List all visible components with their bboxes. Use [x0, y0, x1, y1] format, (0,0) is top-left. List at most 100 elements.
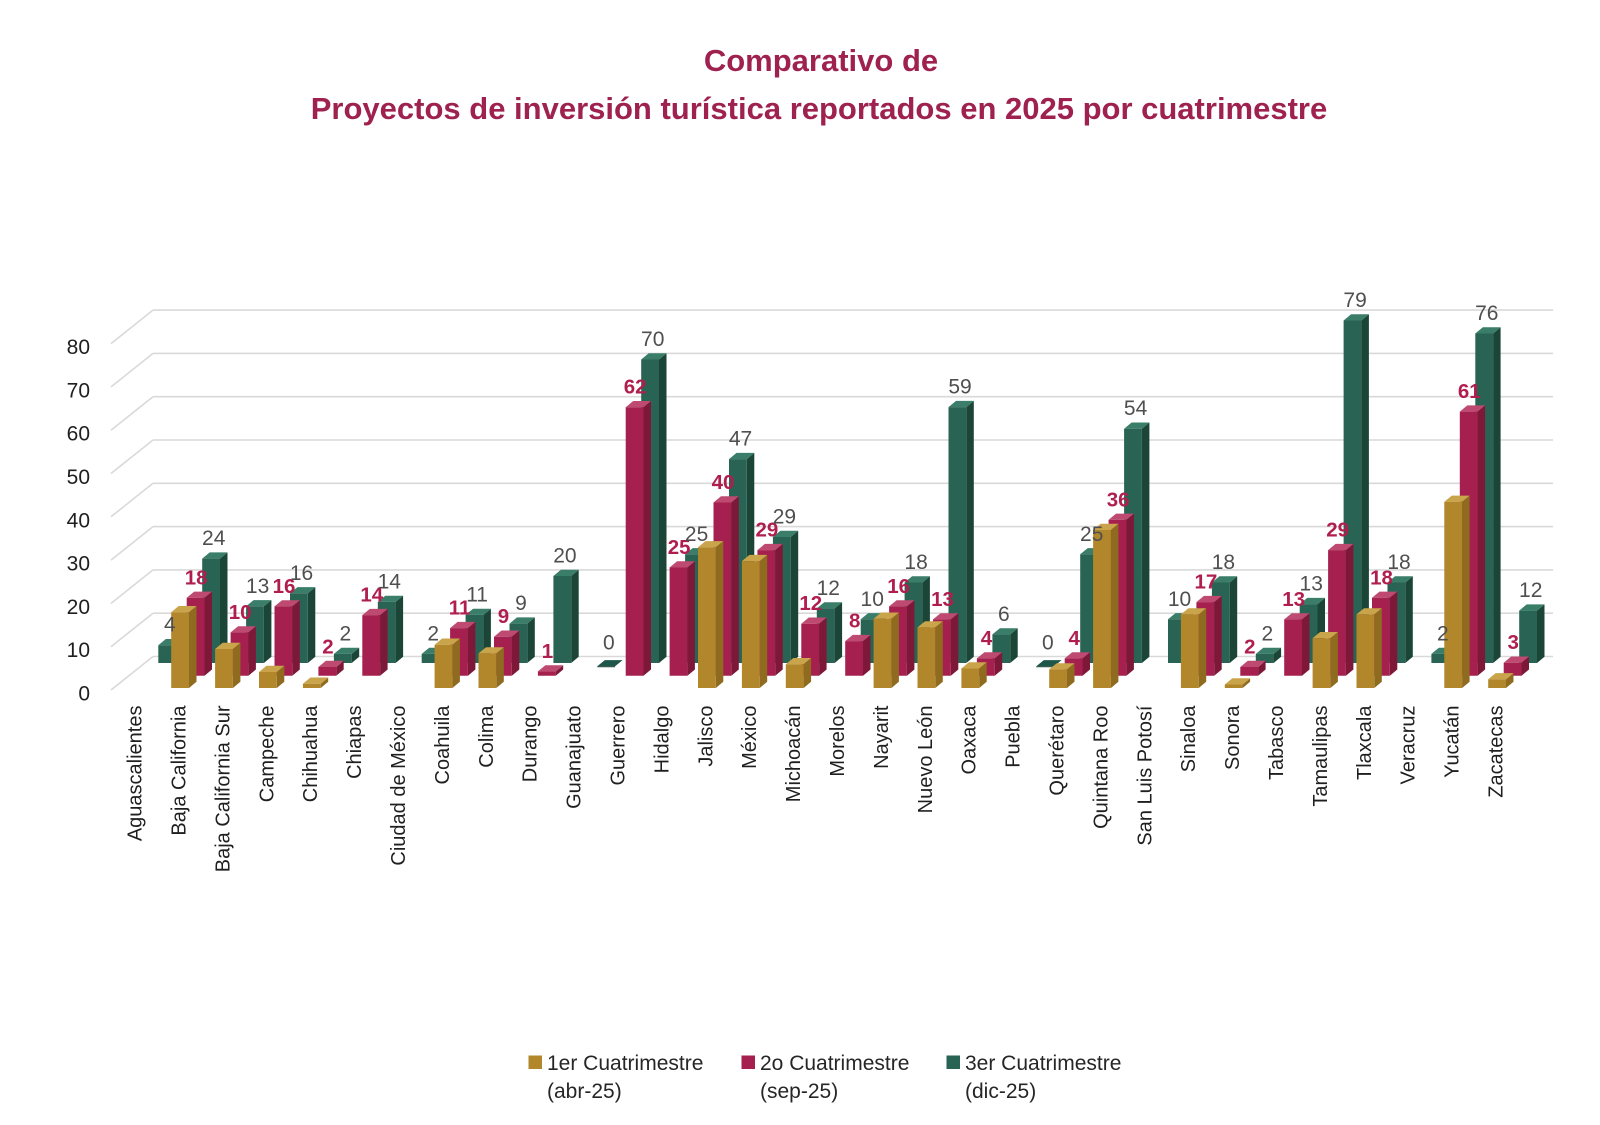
svg-text:Baja California: Baja California: [169, 705, 191, 836]
svg-text:18: 18: [1387, 551, 1410, 574]
svg-text:1er Cuatrimestre: 1er Cuatrimestre: [547, 1052, 703, 1075]
svg-text:18: 18: [185, 566, 208, 589]
svg-text:Morelos: Morelos: [827, 706, 849, 777]
svg-text:18: 18: [1370, 566, 1393, 589]
svg-text:2o Cuatrimestre: 2o Cuatrimestre: [760, 1052, 909, 1075]
svg-text:Tamaulipas: Tamaulipas: [1310, 706, 1332, 807]
svg-text:30: 30: [67, 553, 90, 576]
svg-text:8: 8: [849, 610, 860, 633]
svg-text:14: 14: [360, 584, 383, 607]
svg-text:Jalisco: Jalisco: [695, 706, 717, 767]
svg-text:76: 76: [1475, 302, 1498, 325]
svg-text:9: 9: [498, 605, 509, 628]
svg-text:40: 40: [67, 509, 90, 532]
svg-text:2: 2: [1437, 622, 1449, 645]
svg-text:13: 13: [931, 588, 954, 611]
svg-text:2: 2: [1261, 622, 1273, 645]
svg-text:29: 29: [755, 519, 778, 542]
svg-text:4: 4: [164, 614, 176, 637]
svg-text:25: 25: [685, 523, 708, 546]
svg-text:Aguascalientes: Aguascalientes: [125, 706, 147, 842]
svg-text:12: 12: [817, 577, 840, 600]
svg-text:50: 50: [67, 466, 90, 489]
svg-text:Durango: Durango: [520, 706, 542, 783]
svg-text:2: 2: [427, 622, 439, 645]
svg-text:29: 29: [1326, 519, 1349, 542]
svg-text:20: 20: [67, 596, 90, 619]
svg-text:2: 2: [1244, 636, 1255, 659]
svg-text:Puebla: Puebla: [1003, 705, 1025, 768]
svg-text:Querétaro: Querétaro: [1047, 706, 1069, 796]
svg-text:13: 13: [1300, 573, 1323, 596]
svg-text:Nayarit: Nayarit: [871, 705, 893, 769]
svg-text:Tlaxcala: Tlaxcala: [1354, 705, 1376, 780]
svg-text:0: 0: [1042, 632, 1054, 655]
svg-text:11: 11: [449, 597, 471, 620]
svg-text:Guanajuato: Guanajuato: [564, 706, 586, 809]
svg-text:18: 18: [1212, 551, 1235, 574]
svg-text:Veracruz: Veracruz: [1398, 706, 1420, 785]
svg-text:11: 11: [466, 583, 488, 606]
svg-text:Tabasco: Tabasco: [1266, 706, 1288, 781]
svg-text:Zacatecas: Zacatecas: [1486, 706, 1508, 798]
svg-text:Hidalgo: Hidalgo: [651, 706, 673, 774]
svg-text:4: 4: [981, 627, 993, 650]
svg-text:6: 6: [998, 603, 1010, 626]
svg-text:Colima: Colima: [476, 705, 498, 768]
svg-text:61: 61: [1458, 380, 1481, 403]
svg-text:4: 4: [1068, 627, 1080, 650]
svg-text:(sep-25): (sep-25): [760, 1080, 838, 1103]
svg-text:20: 20: [553, 545, 576, 568]
svg-text:0: 0: [603, 632, 615, 655]
svg-text:16: 16: [290, 562, 313, 585]
svg-text:Comparativo de: Comparativo de: [704, 43, 938, 78]
svg-text:Guerrero: Guerrero: [608, 706, 630, 786]
svg-text:24: 24: [202, 527, 226, 550]
svg-text:Sinaloa: Sinaloa: [1178, 705, 1200, 773]
svg-text:Yucatán: Yucatán: [1442, 706, 1464, 778]
svg-text:Coahuila: Coahuila: [432, 705, 454, 785]
svg-text:60: 60: [67, 423, 90, 446]
svg-text:3: 3: [1507, 631, 1518, 654]
svg-text:2: 2: [340, 622, 352, 645]
svg-text:Proyectos de inversión turísti: Proyectos de inversión turística reporta…: [311, 91, 1327, 126]
svg-text:2: 2: [322, 636, 333, 659]
svg-text:9: 9: [515, 592, 527, 615]
svg-text:16: 16: [273, 575, 296, 598]
svg-text:18: 18: [904, 551, 927, 574]
svg-text:(abr-25): (abr-25): [547, 1080, 622, 1103]
svg-text:(dic-25): (dic-25): [965, 1080, 1036, 1103]
svg-text:Baja California Sur: Baja California Sur: [212, 705, 234, 872]
svg-text:Michoacán: Michoacán: [783, 706, 805, 803]
svg-text:29: 29: [773, 506, 796, 529]
svg-text:Oaxaca: Oaxaca: [959, 705, 981, 775]
svg-text:Quintana Roo: Quintana Roo: [1090, 706, 1112, 829]
svg-text:10: 10: [67, 639, 90, 662]
svg-text:Campeche: Campeche: [256, 706, 278, 803]
svg-text:40: 40: [712, 471, 735, 494]
svg-text:12: 12: [1519, 579, 1542, 602]
svg-text:Ciudad de México: Ciudad de México: [388, 706, 410, 866]
svg-text:70: 70: [641, 328, 664, 351]
svg-text:13: 13: [1282, 588, 1305, 611]
svg-text:25: 25: [668, 536, 691, 559]
svg-text:Chihuahua: Chihuahua: [300, 705, 322, 803]
svg-text:36: 36: [1107, 488, 1130, 511]
svg-text:14: 14: [378, 570, 402, 593]
svg-text:12: 12: [799, 592, 822, 615]
svg-text:San Luis Potosí: San Luis Potosí: [1134, 705, 1156, 846]
svg-text:80: 80: [67, 336, 90, 359]
svg-text:10: 10: [229, 601, 252, 624]
svg-text:0: 0: [78, 683, 90, 706]
svg-text:59: 59: [948, 376, 971, 399]
svg-text:10: 10: [861, 588, 884, 611]
svg-text:70: 70: [67, 379, 90, 402]
svg-text:54: 54: [1124, 397, 1148, 420]
svg-text:Nuevo León: Nuevo León: [915, 706, 937, 814]
svg-text:3er Cuatrimestre: 3er Cuatrimestre: [965, 1052, 1121, 1075]
svg-text:79: 79: [1343, 289, 1366, 312]
svg-text:47: 47: [729, 428, 752, 451]
svg-text:16: 16: [887, 575, 910, 598]
svg-text:62: 62: [624, 376, 647, 399]
svg-text:México: México: [739, 706, 761, 769]
